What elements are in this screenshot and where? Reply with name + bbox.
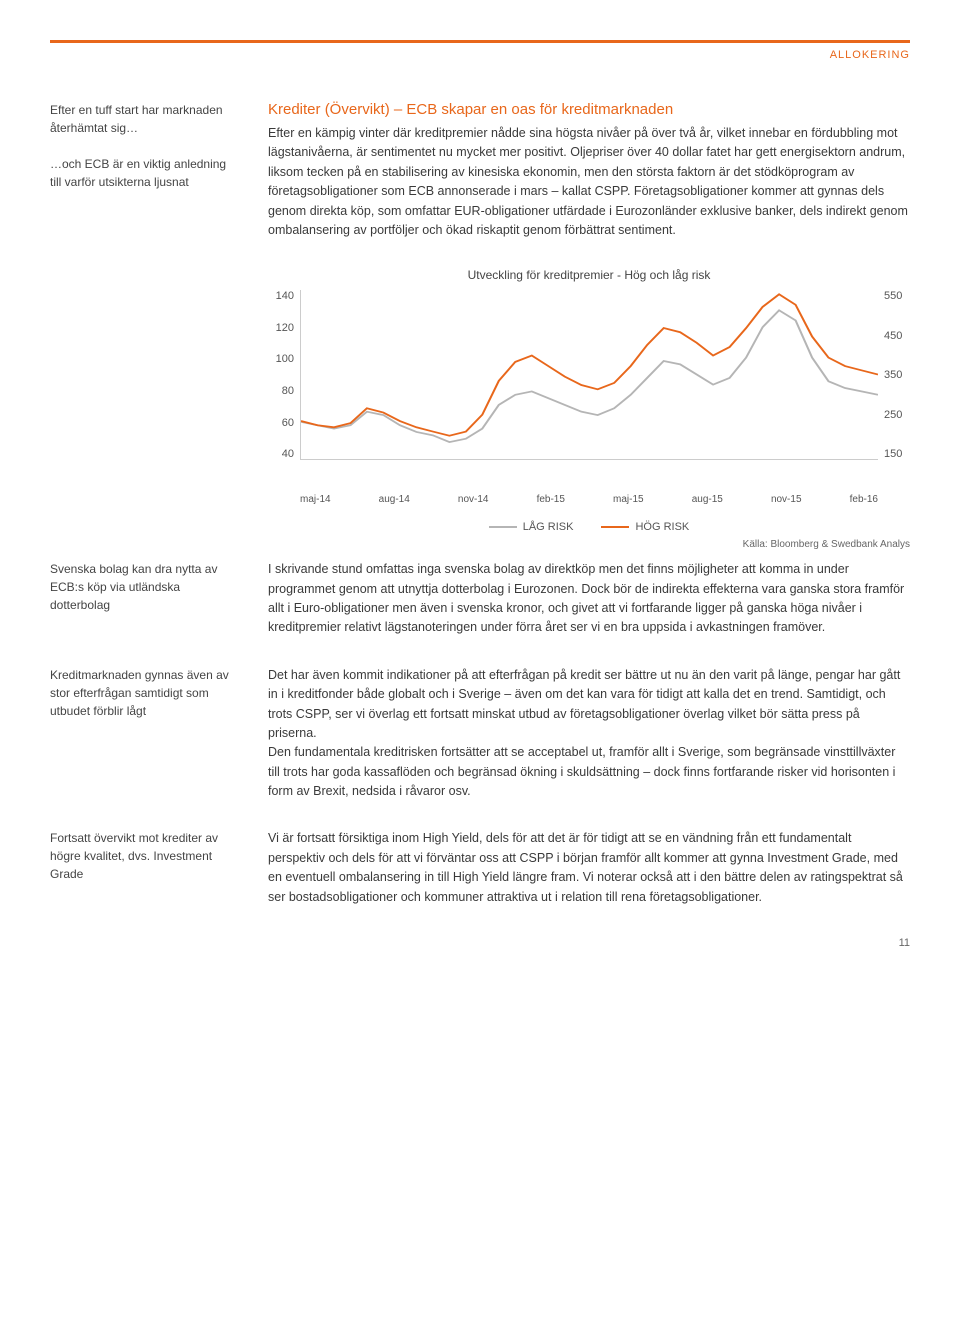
legend-item: HÖG RISK [601,521,689,533]
section-0-heading: Krediter (Övervikt) – ECB skapar en oas … [268,101,910,118]
x-tick: feb-16 [850,494,878,505]
section-2-body: Det har även kommit indikationer på att … [268,666,910,802]
y-left-tick: 140 [268,290,294,302]
sidebar-note-1: Svenska bolag kan dra nytta av ECB:s köp… [50,560,240,638]
chart-title: Utveckling för kreditpremier - Hög och l… [268,268,910,282]
y-right-tick: 550 [884,290,910,302]
y-left-tick: 80 [268,385,294,397]
chart-plot-area [300,290,878,460]
y-right-tick: 250 [884,409,910,421]
section-0: Efter en tuff start har marknaden återhä… [50,101,910,240]
x-tick: nov-15 [771,494,802,505]
section-1: Svenska bolag kan dra nytta av ECB:s köp… [50,560,910,638]
y-right-tick: 350 [884,369,910,381]
header-accent [50,40,910,43]
legend-label: HÖG RISK [635,521,689,533]
y-left-tick: 120 [268,322,294,334]
sidebar-note-3: Fortsatt övervikt mot krediter av högre … [50,829,240,907]
x-tick: nov-14 [458,494,489,505]
chart-x-axis: maj-14 aug-14 nov-14 feb-15 maj-15 aug-15 nov-… [300,490,878,505]
y-left-tick: 40 [268,448,294,460]
section-1-body: I skrivande stund omfattas inga svenska … [268,560,910,638]
y-right-tick: 450 [884,330,910,342]
legend-label: LÅG RISK [523,521,574,533]
chart-y-left: 140 120 100 80 60 40 [268,290,300,460]
x-tick: maj-14 [300,494,331,505]
legend-swatch [489,526,517,528]
section-2: Kreditmarknaden gynnas även av stor efte… [50,666,910,802]
x-tick: aug-15 [692,494,723,505]
section-3: Fortsatt övervikt mot krediter av högre … [50,829,910,907]
chart-source: Källa: Bloomberg & Swedbank Analys [268,539,910,550]
legend-swatch [601,526,629,528]
section-3-body: Vi är fortsatt försiktiga inom High Yiel… [268,829,910,907]
page-number: 11 [50,937,910,949]
y-left-tick: 100 [268,353,294,365]
section-0-body: Efter en kämpig vinter där kreditpremier… [268,124,910,240]
chart-line-hög-risk [301,295,878,436]
x-tick: aug-14 [379,494,410,505]
x-tick: maj-15 [613,494,644,505]
x-tick: feb-15 [537,494,565,505]
sidebar-note-2: Kreditmarknaden gynnas även av stor efte… [50,666,240,802]
chart-container: Utveckling för kreditpremier - Hög och l… [268,268,910,550]
chart-legend: LÅG RISK HÖG RISK [268,519,910,533]
y-left-tick: 60 [268,417,294,429]
chart-line-låg-risk [301,311,878,443]
legend-item: LÅG RISK [489,521,574,533]
sidebar-note-0: Efter en tuff start har marknaden återhä… [50,101,240,240]
chart-y-right: 550 450 350 250 150 [878,290,910,460]
y-right-tick: 150 [884,448,910,460]
header-label: ALLOKERING [50,49,910,61]
